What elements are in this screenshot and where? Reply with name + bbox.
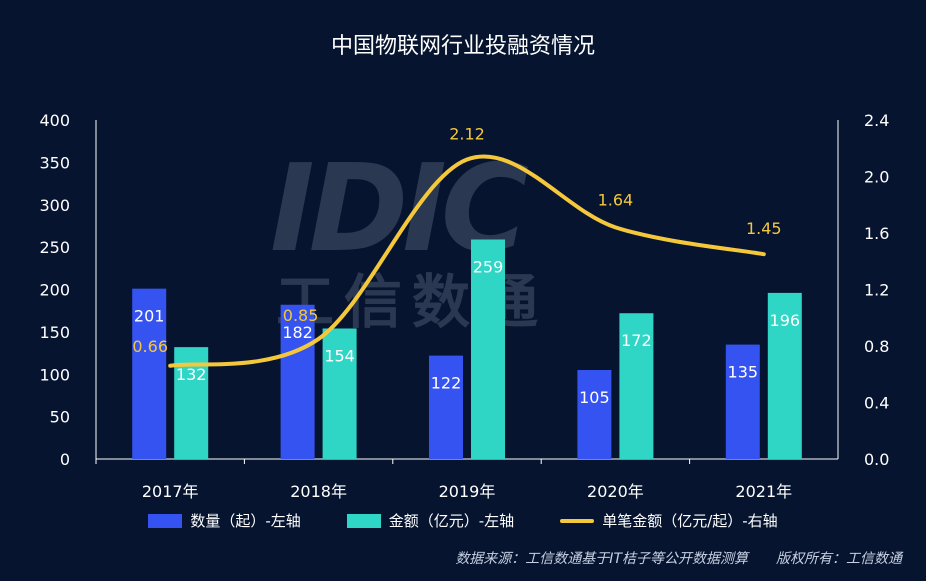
- bar-count-label: 182: [282, 323, 313, 342]
- legend-item-avg: 单笔金额（亿元/起）-右轴: [560, 510, 778, 531]
- bar-amount: [767, 292, 802, 459]
- left-axis-tick-label: 50: [50, 408, 70, 427]
- bar-count-label: 135: [728, 363, 759, 382]
- right-axis-tick-label: 0.0: [864, 450, 889, 469]
- bar-amount-label: 259: [473, 257, 504, 276]
- right-axis-tick-label: 1.6: [864, 224, 889, 243]
- line-point-label: 0.85: [283, 306, 319, 325]
- bar-count: [132, 288, 167, 459]
- left-axis-tick-label: 300: [39, 196, 70, 215]
- bar-amount-label: 154: [324, 346, 355, 365]
- bar-amount-label: 172: [621, 331, 652, 350]
- bar-amount: [619, 313, 654, 459]
- x-axis-tick-label: 2019年: [439, 482, 496, 501]
- right-axis-tick-label: 0.8: [864, 337, 889, 356]
- line-point-label: 1.64: [598, 190, 634, 209]
- right-axis-tick-label: 2.4: [864, 111, 889, 130]
- left-axis-tick-label: 100: [39, 365, 70, 384]
- left-axis-tick-label: 200: [39, 281, 70, 300]
- line-point-label: 0.66: [132, 337, 168, 356]
- bar-count-label: 122: [431, 374, 462, 393]
- bar-count-label: 105: [579, 388, 610, 407]
- bar-count: [725, 344, 760, 459]
- left-axis-tick-label: 400: [39, 111, 70, 130]
- x-axis-tick-label: 2017年: [142, 482, 199, 501]
- right-axis-tick-label: 0.4: [864, 394, 889, 413]
- legend-swatch-count: [148, 513, 183, 528]
- right-axis-tick-label: 1.2: [864, 281, 889, 300]
- line-point-label: 1.45: [746, 219, 782, 238]
- legend-label-avg: 单笔金额（亿元/起）-右轴: [602, 512, 778, 530]
- bar-count-label: 201: [134, 307, 165, 326]
- legend-item-count: 数量（起）-左轴: [148, 510, 301, 531]
- x-axis-tick-label: 2018年: [290, 482, 347, 501]
- left-axis-tick-label: 250: [39, 238, 70, 257]
- legend-swatch-avg: [560, 518, 595, 523]
- bar-count: [280, 304, 315, 459]
- bar-count: [577, 370, 612, 459]
- legend-label-count: 数量（起）-左轴: [190, 512, 301, 530]
- bar-amount: [471, 239, 505, 459]
- line-point-label: 2.12: [449, 125, 485, 144]
- line-avg-amount: [168, 154, 766, 368]
- bar-amount-label: 132: [176, 365, 207, 384]
- bar-amount: [322, 328, 357, 459]
- left-axis-tick-label: 150: [39, 323, 70, 342]
- right-axis-tick-label: 2.0: [864, 168, 889, 187]
- bar-amount-label: 196: [770, 311, 801, 330]
- chart-title: 中国物联网行业投融资情况: [330, 34, 595, 59]
- legend-item-amount: 金额（亿元）-左轴: [346, 510, 515, 531]
- legend-swatch-amount: [346, 513, 381, 528]
- left-axis-tick-label: 350: [39, 153, 70, 172]
- bar-count: [429, 355, 463, 459]
- legend-label-amount: 金额（亿元）-左轴: [388, 512, 515, 530]
- x-axis-tick-label: 2020年: [587, 482, 644, 501]
- x-axis-tick-label: 2021年: [735, 482, 792, 501]
- source-note: 数据来源：工信数通基于IT桔子等公开数据测算 版权所有：工信数通: [455, 551, 902, 567]
- legend: 数量（起）-左轴 金额（亿元）-左轴 单笔金额（亿元/起）-右轴: [0, 510, 926, 531]
- left-axis-tick-label: 0: [60, 450, 70, 469]
